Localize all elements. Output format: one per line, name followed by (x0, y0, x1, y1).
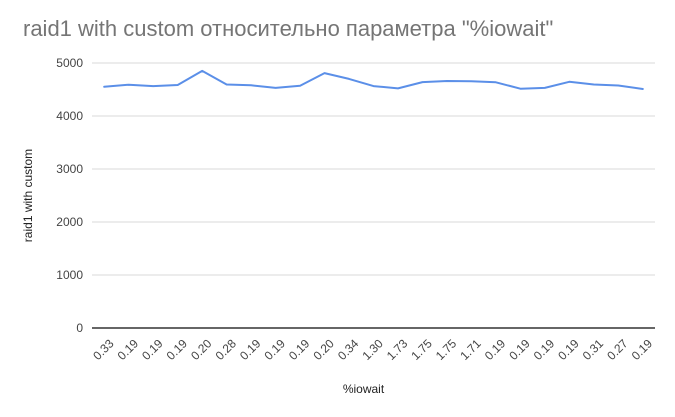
x-tick-label: 0.19 (482, 336, 509, 363)
x-tick-label: 0.20 (310, 336, 337, 363)
x-axis-label: %iowait (343, 382, 385, 396)
y-tick-labels: 0 1000 2000 3000 4000 5000 (56, 56, 83, 335)
y-tick-label: 4000 (56, 109, 83, 123)
y-tick-label: 1000 (56, 268, 83, 282)
x-tick-label: 0.19 (262, 336, 289, 363)
x-tick-label: 0.34 (335, 336, 362, 363)
y-tick-label: 5000 (56, 56, 83, 70)
x-tick-labels: 0.330.190.190.190.200.280.190.190.190.20… (90, 336, 655, 363)
x-tick-label: 0.19 (506, 336, 533, 363)
y-axis-label: raid1 with custom (21, 149, 35, 242)
x-tick-label: 0.19 (286, 336, 313, 363)
x-tick-label: 0.19 (237, 336, 264, 363)
series-lines (103, 69, 644, 90)
x-tick-label: 1.73 (384, 336, 411, 363)
chart-title: raid1 with custom относительно параметра… (23, 16, 554, 41)
x-tick-label: 0.19 (139, 336, 166, 363)
x-tick-label: 0.19 (555, 336, 582, 363)
y-tick-label: 2000 (56, 215, 83, 229)
x-tick-label: 1.75 (433, 336, 460, 363)
x-tick-label: 0.27 (604, 336, 631, 363)
x-tick-label: 0.33 (90, 336, 117, 363)
series-line (103, 69, 644, 90)
x-tick-label: 0.31 (580, 336, 607, 363)
y-tick-label: 0 (76, 321, 83, 335)
x-tick-label: 0.28 (213, 336, 240, 363)
x-tick-label: 0.19 (115, 336, 142, 363)
gridlines (92, 62, 655, 276)
x-tick-label: 1.30 (359, 336, 386, 363)
x-tick-label: 1.71 (457, 336, 484, 363)
x-tick-label: 0.20 (188, 336, 215, 363)
x-tick-label: 1.75 (408, 336, 435, 363)
x-tick-label: 0.19 (164, 336, 191, 363)
x-tick-label: 0.19 (531, 336, 558, 363)
x-tick-label: 0.19 (629, 336, 656, 363)
y-tick-label: 3000 (56, 162, 83, 176)
